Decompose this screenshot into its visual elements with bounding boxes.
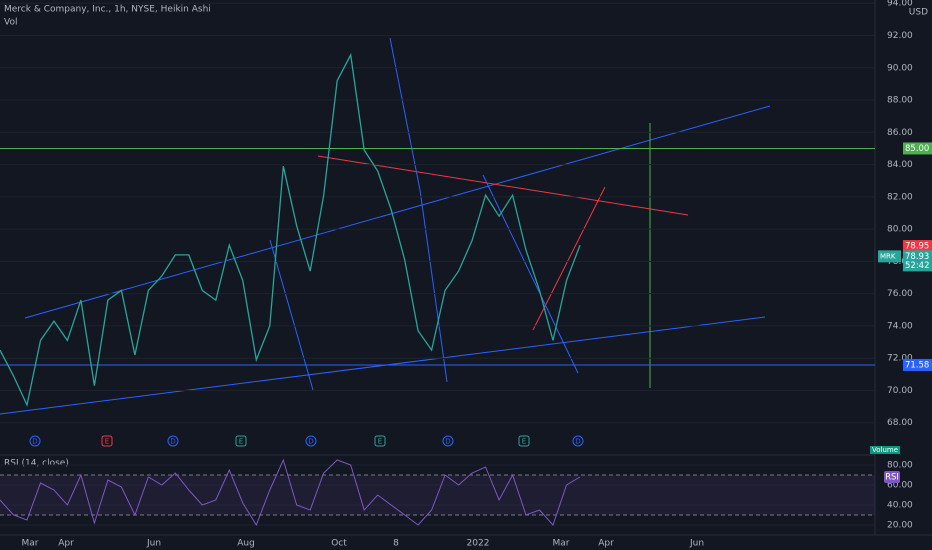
price-label: 85.00 <box>905 144 929 154</box>
price-label-box <box>903 142 932 155</box>
event-letter: E <box>522 438 526 446</box>
event-letter: D <box>170 438 175 446</box>
event-marker <box>572 435 584 447</box>
volume-label: Volume <box>872 446 898 454</box>
y-tick-label: 60.00 <box>887 481 913 491</box>
event-letter: E <box>378 438 382 446</box>
event-marker <box>374 435 386 447</box>
y-tick-label: 80.00 <box>887 225 913 235</box>
event-letter: D <box>308 438 313 446</box>
x-tick-label: Aug <box>237 539 255 549</box>
y-tick-label: 68.00 <box>887 418 913 428</box>
x-tick-label: 8 <box>393 539 399 549</box>
event-marker <box>442 435 454 447</box>
rsi-title: RSI (14, close) <box>4 459 69 469</box>
last-price: 78.93 <box>905 252 929 262</box>
y-tick-label: 70.00 <box>887 386 913 396</box>
event-marker <box>167 435 179 447</box>
trendline <box>24 105 771 319</box>
symbol-box <box>878 250 901 263</box>
x-tick-label: 2022 <box>467 539 490 549</box>
x-tick-label: Jun <box>689 539 704 549</box>
y-tick-label: 82.00 <box>887 192 913 202</box>
y-tick-label: 94.00 <box>887 0 913 9</box>
trendline <box>482 174 579 374</box>
trendline <box>317 155 689 216</box>
event-letter: E <box>105 438 109 446</box>
y-tick-label: 86.00 <box>887 128 913 138</box>
x-tick-label: Mar <box>22 539 39 549</box>
price-label: 71.58 <box>905 360 929 370</box>
price-line <box>0 52 581 408</box>
event-letter: E <box>239 438 243 446</box>
y-tick-label: 88.00 <box>887 96 913 106</box>
x-tick-label: Mar <box>553 539 570 549</box>
chart-title: Merck & Company, Inc., 1h, NYSE, Heikin … <box>4 5 211 15</box>
y-tick-label: 92.00 <box>887 31 913 41</box>
y-tick-label: 84.00 <box>887 160 913 170</box>
price-label-box <box>903 358 932 371</box>
rsi-line <box>0 458 581 527</box>
price-label: 78.95 <box>905 242 929 252</box>
event-marker <box>305 435 317 447</box>
price-label-box <box>903 240 932 253</box>
event-marker <box>29 435 41 447</box>
y-tick-label: 74.00 <box>887 321 913 331</box>
trendline <box>0 316 766 415</box>
event-letter: D <box>32 438 37 446</box>
x-tick-label: Apr <box>598 539 614 549</box>
rsi-label-box <box>884 471 900 483</box>
countdown: 52:42 <box>905 261 930 271</box>
x-tick-label: Oct <box>331 539 347 549</box>
trendline <box>532 186 606 331</box>
event-marker <box>235 435 247 447</box>
y-tick-label: 76.00 <box>887 289 913 299</box>
event-letter: D <box>575 438 580 446</box>
event-marker <box>518 435 530 447</box>
y-tick-label: 90.00 <box>887 63 913 73</box>
x-tick-label: Apr <box>58 539 74 549</box>
event-marker <box>101 435 113 447</box>
event-letter: D <box>445 438 450 446</box>
volume-label-box <box>870 446 900 454</box>
last-price-box <box>903 250 932 272</box>
y-tick-label: 20.00 <box>887 521 913 531</box>
rsi-label: RSI <box>885 473 899 483</box>
y-tick-label: 40.00 <box>887 501 913 511</box>
currency: USD <box>909 8 928 18</box>
y-tick-label: 80.00 <box>887 461 913 471</box>
trendline <box>419 189 448 383</box>
y-tick-label: 72.00 <box>887 354 913 364</box>
x-tick-label: Jun <box>146 539 161 549</box>
symbol-label: MRK <box>880 252 896 260</box>
volume-title: Vol <box>4 18 17 28</box>
